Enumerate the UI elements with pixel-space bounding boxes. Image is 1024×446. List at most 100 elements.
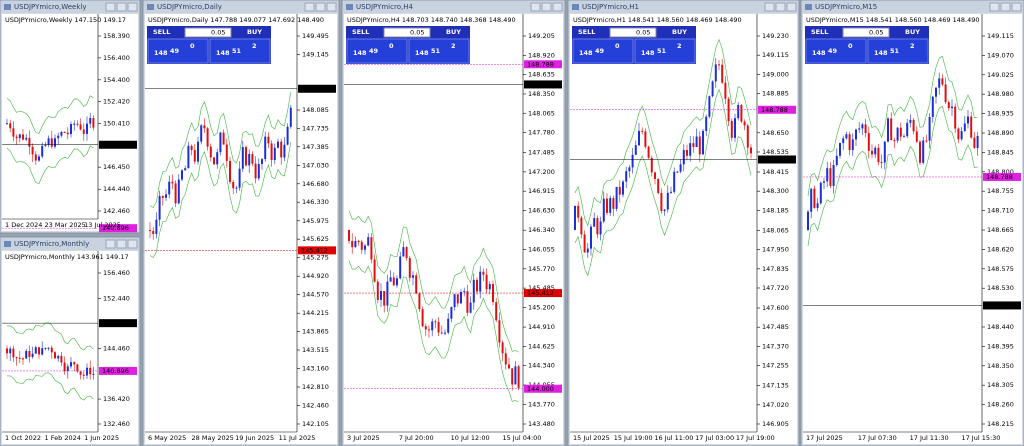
window-title: USDJPYmicro,M15 bbox=[815, 3, 877, 11]
candle-body bbox=[935, 87, 937, 97]
bid-box[interactable] bbox=[572, 38, 634, 64]
candle-body bbox=[283, 144, 286, 158]
buy-button[interactable]: BUY bbox=[446, 28, 461, 36]
window-button[interactable] bbox=[105, 239, 116, 249]
candle-body bbox=[225, 144, 228, 161]
lot-field[interactable] bbox=[184, 27, 232, 38]
window-button[interactable] bbox=[326, 2, 337, 12]
bid-pips: 49 bbox=[595, 47, 605, 55]
title-bar bbox=[343, 1, 564, 13]
candle-body bbox=[631, 154, 634, 168]
window-button[interactable] bbox=[304, 2, 315, 12]
bid-fraction: 0 bbox=[190, 42, 195, 50]
ask-box[interactable] bbox=[408, 38, 470, 64]
price-tag bbox=[524, 60, 562, 69]
ask-fraction: 2 bbox=[451, 42, 456, 50]
ask-box[interactable] bbox=[209, 38, 271, 64]
bid-box[interactable] bbox=[147, 38, 209, 64]
window-button[interactable] bbox=[105, 2, 116, 12]
candle-body bbox=[660, 193, 663, 211]
candle-body bbox=[50, 347, 53, 353]
candle-body bbox=[508, 364, 510, 369]
candle-body bbox=[485, 274, 488, 290]
sell-button[interactable]: SELL bbox=[811, 28, 828, 36]
candle-body bbox=[628, 167, 631, 172]
window-button[interactable] bbox=[541, 2, 552, 12]
window-button[interactable] bbox=[315, 2, 326, 12]
price-label: 147.255 bbox=[762, 362, 789, 370]
candle-body bbox=[86, 367, 88, 376]
candle-body bbox=[155, 219, 158, 234]
sell-button[interactable]: SELL bbox=[578, 28, 595, 36]
window-button[interactable] bbox=[989, 2, 1000, 12]
window-button[interactable] bbox=[1000, 2, 1011, 12]
window-button[interactable] bbox=[116, 239, 127, 249]
candle-body bbox=[12, 128, 15, 137]
chart-info: USDJPYmicro,H4 148.703 148.740 148.368 1… bbox=[347, 16, 516, 24]
window-button[interactable] bbox=[775, 2, 786, 12]
candle-body bbox=[517, 366, 520, 388]
candle-body bbox=[31, 146, 34, 155]
candle-body bbox=[360, 241, 363, 250]
price-label: 148.530 bbox=[987, 284, 1014, 292]
candle-body bbox=[165, 194, 167, 198]
candle-body bbox=[460, 291, 462, 304]
candle-body bbox=[855, 129, 857, 140]
lot-field[interactable] bbox=[842, 27, 890, 38]
bid-box[interactable] bbox=[346, 38, 408, 64]
price-tag-label: 148.490 bbox=[761, 155, 788, 163]
candle-body bbox=[625, 171, 628, 182]
sell-button[interactable]: SELL bbox=[153, 28, 170, 36]
price-label: 148.890 bbox=[987, 129, 1014, 137]
candle-body bbox=[200, 125, 203, 142]
candle-body bbox=[158, 195, 161, 220]
candle-body bbox=[887, 118, 889, 142]
candle-body bbox=[73, 123, 76, 125]
price-label: 149.115 bbox=[987, 32, 1014, 40]
candle-body bbox=[967, 116, 969, 124]
window-button[interactable] bbox=[786, 2, 797, 12]
candle-body bbox=[389, 277, 392, 282]
candle-body bbox=[149, 230, 151, 232]
candle-body bbox=[714, 64, 717, 82]
date-label: 17 Jul 11:30 bbox=[910, 434, 949, 442]
window-button[interactable] bbox=[127, 2, 138, 12]
candle-body bbox=[383, 291, 386, 306]
price-tag-label: 148.490 bbox=[527, 80, 554, 88]
price-tag bbox=[298, 84, 336, 93]
window-button[interactable] bbox=[1011, 2, 1022, 12]
chart-icon bbox=[4, 4, 11, 10]
chart-area bbox=[2, 251, 138, 444]
candle-body bbox=[880, 162, 883, 164]
buy-button[interactable]: BUY bbox=[672, 28, 687, 36]
candle-body bbox=[392, 277, 395, 286]
price-label: 146.340 bbox=[528, 226, 555, 234]
candle-body bbox=[289, 107, 292, 127]
window-button[interactable] bbox=[764, 2, 775, 12]
ask-box[interactable] bbox=[634, 38, 696, 64]
lot-field[interactable] bbox=[609, 27, 657, 38]
window-button[interactable] bbox=[116, 2, 127, 12]
candle-body bbox=[453, 294, 456, 308]
date-label: 6 May 2025 bbox=[148, 434, 186, 442]
chart-icon bbox=[805, 4, 812, 10]
window-button[interactable] bbox=[552, 2, 563, 12]
price-label: 148.845 bbox=[987, 148, 1014, 156]
price-label: 146.330 bbox=[302, 198, 329, 206]
buy-button[interactable]: BUY bbox=[905, 28, 920, 36]
candle-body bbox=[184, 168, 187, 171]
window-button[interactable] bbox=[530, 2, 541, 12]
window-button[interactable] bbox=[127, 239, 138, 249]
candle-body bbox=[721, 64, 724, 83]
candle-body bbox=[57, 355, 60, 359]
price-tag bbox=[524, 289, 562, 298]
ask-box[interactable] bbox=[867, 38, 929, 64]
candle-body bbox=[596, 218, 599, 235]
buy-button[interactable]: BUY bbox=[247, 28, 262, 36]
price-label: 147.030 bbox=[302, 161, 329, 169]
candle-body bbox=[906, 122, 909, 137]
bid-box[interactable] bbox=[805, 38, 867, 64]
sell-button[interactable]: SELL bbox=[352, 28, 369, 36]
candle-body bbox=[874, 147, 877, 155]
lot-field[interactable] bbox=[383, 27, 431, 38]
